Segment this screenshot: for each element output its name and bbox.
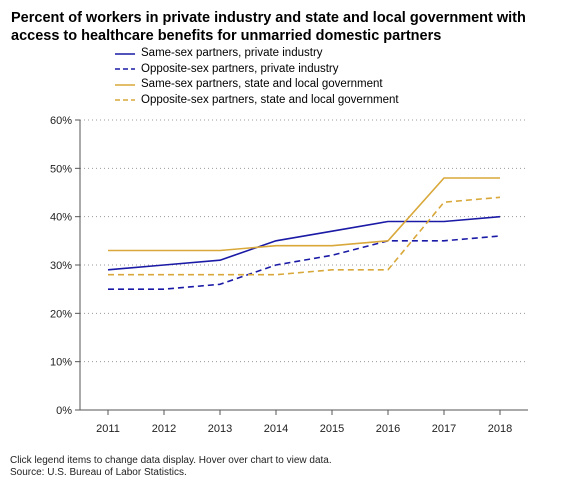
series-line-3[interactable] xyxy=(108,177,500,252)
legend-label: Same-sex partners, state and local gover… xyxy=(141,78,383,90)
legend-item-opposite-sex-private[interactable]: Opposite-sex partners, private industry xyxy=(115,62,399,78)
x-tick-label: 2014 xyxy=(264,423,288,435)
y-tick-label: 40% xyxy=(50,212,72,224)
legend-label: Opposite-sex partners, state and local g… xyxy=(141,93,399,106)
chart-title: Percent of workers in private industry a… xyxy=(11,10,526,44)
legend-swatch xyxy=(115,68,135,71)
y-tick-label: 10% xyxy=(50,357,72,369)
legend-label: Opposite-sex partners, private industry xyxy=(141,62,339,75)
y-tick-label: 50% xyxy=(50,163,72,175)
legend-swatch xyxy=(115,99,135,102)
series-line-4[interactable] xyxy=(108,196,501,276)
y-tick-label: 30% xyxy=(50,260,72,272)
legend-label: Same-sex partners, private industry xyxy=(141,47,323,59)
x-tick-label: 2012 xyxy=(152,423,176,435)
x-tick-label: 2013 xyxy=(208,423,232,435)
legend-swatch xyxy=(115,52,135,55)
x-tick-label: 2018 xyxy=(488,423,512,435)
footer: Click legend items to change data displa… xyxy=(10,455,332,479)
legend-item-same-sex-private[interactable]: Same-sex partners, private industry xyxy=(115,46,399,62)
series-line-1[interactable] xyxy=(107,215,501,271)
series-line-2[interactable] xyxy=(108,235,501,291)
x-tick-label: 2016 xyxy=(376,423,400,435)
legend: Same-sex partners, private industry Oppo… xyxy=(115,46,399,108)
y-tick-label: 60% xyxy=(50,115,72,127)
legend-swatch xyxy=(115,83,135,86)
footer-note: Click legend items to change data displa… xyxy=(10,455,332,466)
x-tick-label: 2015 xyxy=(320,423,344,435)
y-tick-label: 20% xyxy=(50,308,72,320)
x-tick-label: 2011 xyxy=(96,423,120,435)
footer-source: Source: U.S. Bureau of Labor Statistics. xyxy=(10,467,187,478)
line-chart[interactable]: 0% 10% 20% 30% 40% 50% 60% 2011 2012 2013 2014 2015… xyxy=(0,0,580,450)
legend-item-same-sex-state-local[interactable]: Same-sex partners, state and local gover… xyxy=(115,77,399,93)
y-tick-label: 0% xyxy=(56,405,72,417)
x-tick-label: 2017 xyxy=(432,423,456,435)
legend-item-opposite-sex-state-local[interactable]: Opposite-sex partners, state and local g… xyxy=(115,93,399,109)
